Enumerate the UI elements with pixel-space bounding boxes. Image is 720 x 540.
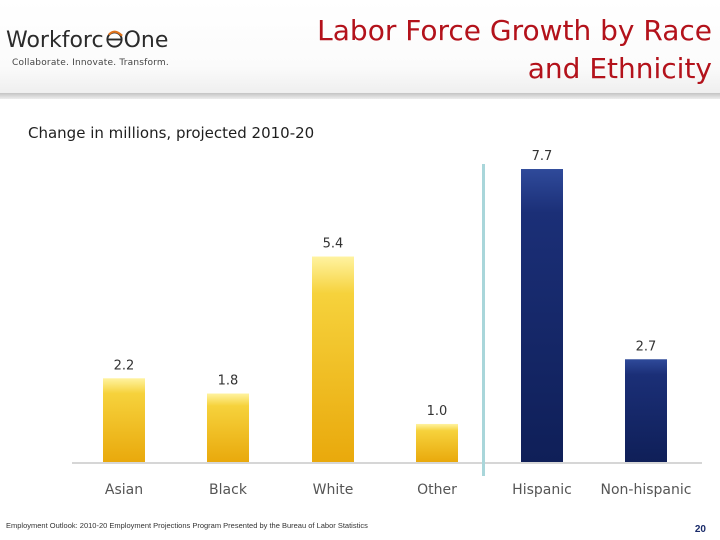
data-label-other: 1.0 xyxy=(427,404,448,419)
slide-header: Workforc One Collaborate. Innovate. Trans… xyxy=(0,0,720,95)
bar-chart: 2.2 Asian 1.8 Black 5.4 White 1.0 Other 7.7 Hispa… xyxy=(72,150,702,498)
chart-baseline xyxy=(72,462,702,464)
logo-e-swoosh-icon xyxy=(106,30,123,48)
slide-title-line-2: and Ethnicity xyxy=(527,52,712,85)
bar-hispanic xyxy=(521,169,563,462)
slide-title: Labor Force Growth by Race and Ethnicity xyxy=(242,12,712,88)
bar-white xyxy=(312,256,354,462)
category-label-other: Other xyxy=(417,482,457,498)
group-divider xyxy=(482,164,485,476)
bar-black xyxy=(207,393,249,462)
bar-asian xyxy=(103,378,145,462)
page-number: 20 xyxy=(694,524,706,535)
category-label-hispanic: Hispanic xyxy=(512,482,572,498)
data-label-asian: 2.2 xyxy=(114,358,135,373)
data-label-hispanic: 7.7 xyxy=(532,150,553,164)
data-label-black: 1.8 xyxy=(218,374,239,389)
chart-bars: 2.2 Asian 1.8 Black 5.4 White 1.0 Other 7.7 Hispa… xyxy=(103,150,691,498)
logo-name-suffix: One xyxy=(123,28,169,53)
logo-wordmark: Workforc One xyxy=(6,28,168,53)
logo-tagline: Collaborate. Innovate. Transform. xyxy=(12,58,169,68)
slide-title-line-1: Labor Force Growth by Race xyxy=(317,14,712,47)
chart-subtitle: Change in millions, projected 2010-20 xyxy=(28,124,315,142)
category-label-black: Black xyxy=(209,482,248,498)
logo-name-prefix: Workforc xyxy=(6,28,104,53)
header-divider xyxy=(0,93,720,99)
category-label-white: White xyxy=(313,482,354,498)
data-label-non-hispanic: 2.7 xyxy=(636,339,657,354)
bar-other xyxy=(416,423,458,462)
category-label-asian: Asian xyxy=(105,482,143,498)
data-label-white: 5.4 xyxy=(323,237,344,252)
footer-source: Employment Outlook: 2010-20 Employment P… xyxy=(6,521,368,530)
workforce-one-logo: Workforc One Collaborate. Innovate. Trans… xyxy=(6,28,196,76)
category-label-non-hispanic: Non-hispanic xyxy=(601,482,692,498)
bar-non-hispanic xyxy=(625,359,667,462)
